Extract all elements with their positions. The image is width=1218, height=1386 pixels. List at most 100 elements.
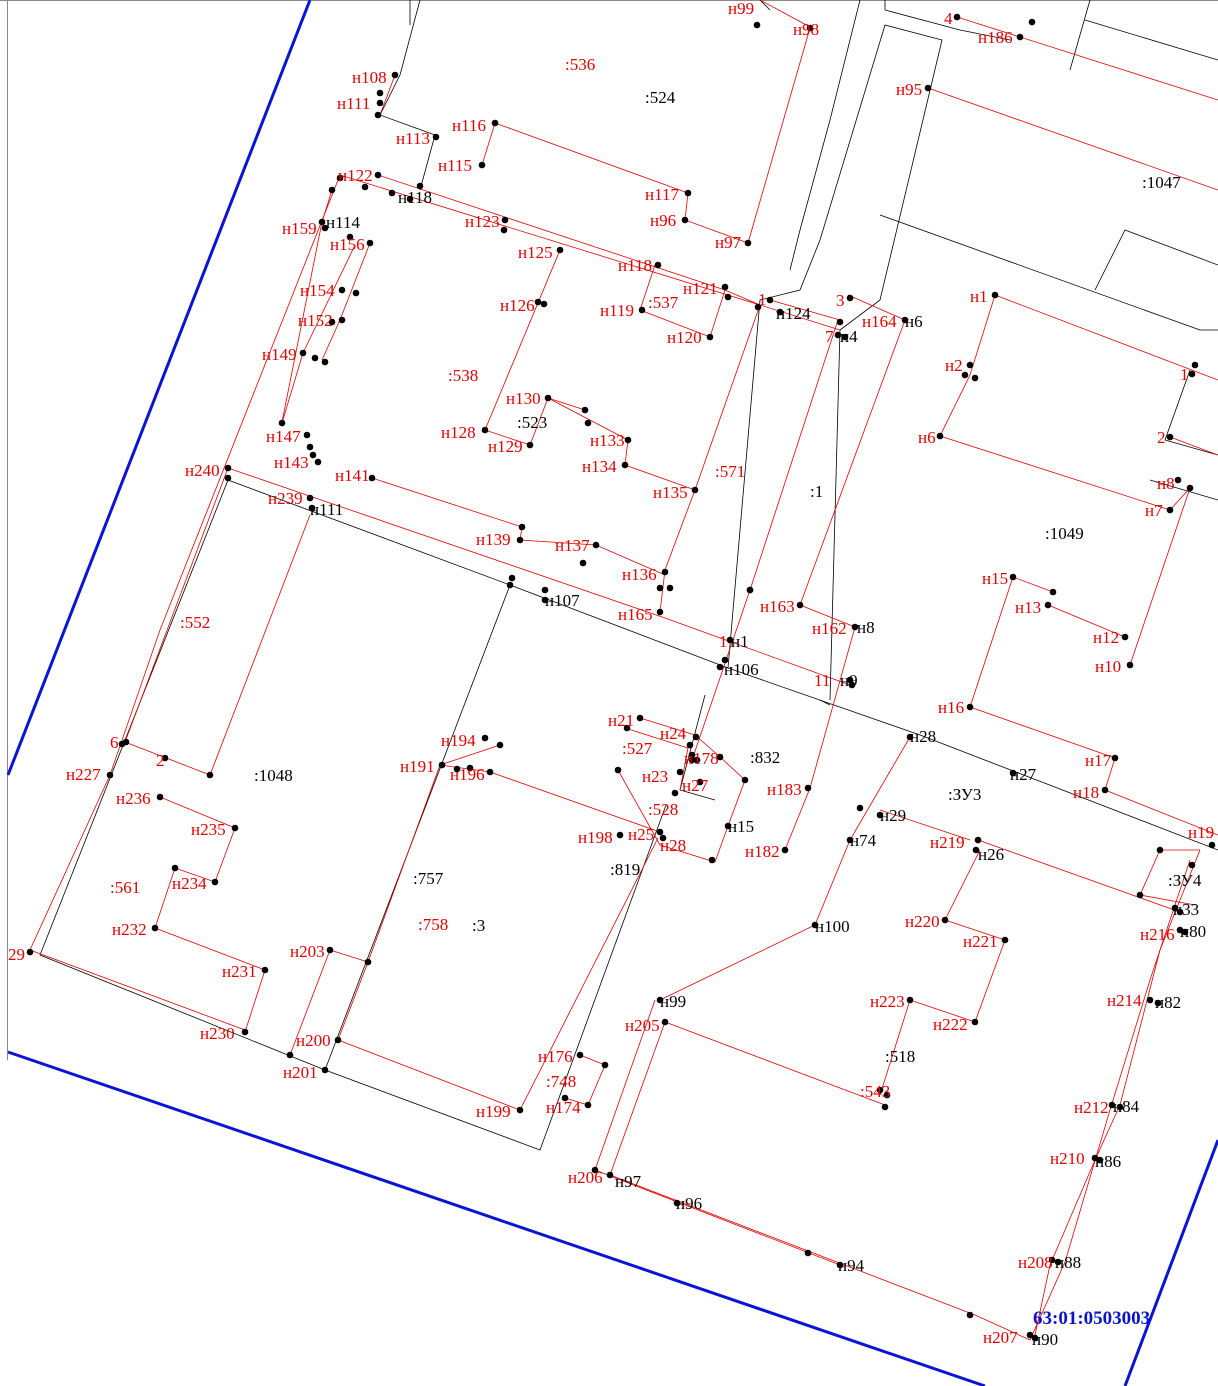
point-label: н236 — [116, 789, 151, 808]
point-label: н212 — [1074, 1098, 1109, 1117]
survey-point-marker — [661, 1018, 669, 1026]
point-label: н133 — [590, 431, 625, 450]
survey-point-marker — [561, 1094, 569, 1102]
survey-point-marker — [206, 771, 214, 779]
survey-point-marker — [151, 924, 159, 932]
survey-point-marker — [501, 216, 509, 224]
point-label: н88 — [1055, 1253, 1081, 1272]
survey-point-marker — [584, 1101, 592, 1109]
point-label: н210 — [1050, 1149, 1085, 1168]
survey-point-marker — [1091, 1154, 1099, 1162]
point-label: н108 — [352, 68, 387, 87]
survey-point-marker — [671, 789, 679, 797]
parcel-label: :1049 — [1045, 524, 1084, 543]
survey-point-marker — [224, 464, 232, 472]
parcel-label: :518 — [885, 1047, 915, 1066]
survey-point-marker — [328, 318, 336, 326]
survey-point-marker — [496, 741, 504, 749]
survey-point-marker — [308, 504, 316, 512]
survey-point-marker — [592, 541, 600, 549]
point-label: 6 — [110, 733, 119, 752]
point-label: н15 — [728, 817, 754, 836]
survey-point-marker — [726, 636, 734, 644]
point-label: н206 — [568, 1168, 603, 1187]
survey-point-marker — [638, 306, 646, 314]
survey-point-marker — [696, 778, 704, 786]
point-label: н118 — [618, 256, 652, 275]
survey-point-marker — [376, 89, 384, 97]
point-label: н205 — [625, 1016, 660, 1035]
survey-point-marker — [851, 623, 859, 631]
point-label: н152 — [298, 311, 333, 330]
survey-point-marker — [1188, 861, 1196, 869]
point-label: н164 — [862, 312, 897, 331]
survey-point-marker — [1126, 661, 1134, 669]
point-label: н106 — [724, 660, 759, 679]
survey-point-marker — [540, 300, 548, 308]
point-label: н97 — [615, 1172, 642, 1191]
survey-point-marker — [584, 419, 592, 427]
point-label: н120 — [667, 328, 702, 347]
point-label: н219 — [930, 833, 965, 852]
point-label: н176 — [538, 1047, 573, 1066]
survey-point-marker — [961, 371, 969, 379]
survey-point-marker — [936, 432, 944, 440]
parcel-label: :819 — [610, 860, 640, 879]
survey-point-marker — [1208, 841, 1216, 849]
survey-point-marker — [466, 764, 474, 772]
point-label: н174 — [546, 1098, 581, 1117]
survey-point-marker — [261, 966, 269, 974]
survey-point-marker — [326, 946, 334, 954]
survey-point-marker — [306, 443, 314, 451]
point-label: н165 — [618, 605, 653, 624]
survey-point-marker — [659, 834, 667, 842]
survey-point-marker — [846, 676, 854, 684]
point-label: н139 — [476, 530, 511, 549]
survey-point-marker — [318, 218, 326, 226]
point-label: н96 — [676, 1194, 702, 1213]
survey-point-marker — [516, 536, 524, 544]
survey-point-marker — [676, 768, 684, 776]
survey-point-marker — [971, 1018, 979, 1026]
survey-point-marker — [693, 756, 701, 764]
survey-point-marker — [364, 958, 372, 966]
survey-point-marker — [526, 441, 534, 449]
point-label: н21 — [608, 711, 634, 730]
survey-point-marker — [686, 741, 694, 749]
survey-point-marker — [366, 239, 374, 247]
parcel-label: :524 — [645, 88, 676, 107]
point-label: н99 — [660, 992, 686, 1011]
point-label: н182 — [745, 842, 780, 861]
survey-point-marker — [1108, 1101, 1116, 1109]
point-label: н222 — [933, 1015, 968, 1034]
point-label: н16 — [938, 698, 964, 717]
survey-point-marker — [616, 831, 624, 839]
point-label: н200 — [296, 1031, 331, 1050]
point-label: н220 — [905, 912, 940, 931]
point-label: 1 — [1180, 365, 1189, 384]
point-label: н119 — [600, 301, 634, 320]
parcel-label: :528 — [648, 800, 678, 819]
survey-point-marker — [1009, 769, 1017, 777]
point-label: н136 — [622, 565, 657, 584]
survey-point-marker — [724, 822, 732, 830]
point-label: н126 — [500, 296, 535, 315]
point-label: н123 — [465, 212, 500, 231]
point-label: н178 — [684, 749, 719, 768]
survey-point-marker — [656, 584, 664, 592]
survey-point-marker — [478, 161, 486, 169]
survey-point-marker — [388, 189, 396, 197]
point-label: н203 — [290, 942, 325, 961]
survey-point-marker — [541, 586, 549, 594]
survey-point-marker — [171, 864, 179, 872]
point-label: н221 — [963, 932, 998, 951]
point-label: н33 — [1173, 900, 1199, 919]
point-label: н135 — [653, 483, 688, 502]
point-label: н183 — [767, 780, 802, 799]
point-label: 7 — [825, 327, 834, 346]
survey-point-marker — [534, 298, 542, 306]
survey-point-marker — [1174, 476, 1182, 484]
survey-point-marker — [576, 1051, 584, 1059]
survey-point-marker — [241, 1028, 249, 1036]
point-label: н9 — [840, 671, 858, 690]
